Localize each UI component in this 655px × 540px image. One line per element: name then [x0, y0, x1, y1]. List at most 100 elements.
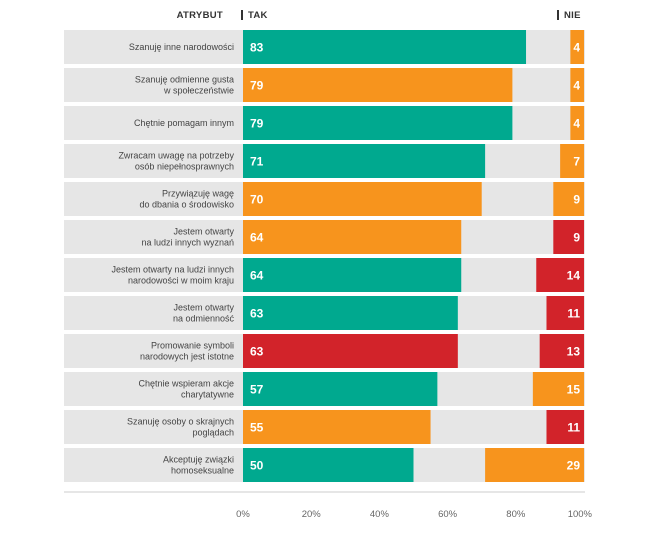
bar-yes-label: 71 [250, 155, 264, 169]
bar-no-label: 4 [573, 79, 580, 93]
category-label-line: Jestem otwarty [173, 303, 234, 313]
chart-header: ATRYBUT TAK NIE [177, 10, 581, 21]
bar-yes [243, 68, 513, 102]
bar-row: Chętnie pomagam innym 79 4 [64, 106, 585, 140]
category-label-line: osób niepełnosprawnych [135, 162, 234, 172]
x-tick-label: 80% [506, 509, 526, 520]
category-label-line: w społeczeństwie [163, 86, 234, 96]
bar-row: Promowanie symboli narodowych jest istotn… [64, 334, 585, 368]
bar-no [560, 144, 584, 178]
bar-no [553, 220, 584, 254]
category-label-line: na odmienność [173, 314, 235, 324]
bar-yes-label: 63 [250, 345, 264, 359]
category-label: Szanuję osoby o skrajnych poglądach [127, 417, 234, 438]
bar-yes-label: 63 [250, 307, 264, 321]
bar-row: Przywiązuję wagę do dbania o środowisko 70… [64, 182, 585, 216]
bar-yes-label: 83 [250, 41, 264, 55]
category-label: Szanuję inne narodowości [129, 42, 234, 52]
bar-no-label: 29 [567, 459, 581, 473]
category-label-line: Szanuję osoby o skrajnych [127, 417, 234, 427]
bar-yes [243, 410, 431, 444]
bar-row: Szanuję odmienne gusta w społeczeństwie 79… [64, 68, 585, 102]
x-tick-label: 20% [302, 509, 322, 520]
bar-yes-label: 79 [250, 117, 264, 131]
bar-no-label: 11 [567, 421, 580, 435]
bar-no-label: 9 [573, 193, 580, 207]
bar-yes [243, 106, 513, 140]
category-label-line: narodowości w moim kraju [128, 276, 234, 286]
category-label-line: Szanuję odmienne gusta [135, 75, 234, 85]
bar-no-label: 4 [573, 117, 580, 131]
header-yes-marker [241, 10, 243, 20]
bar-row: Zwracam uwagę na potrzeby osób niepełnosp… [64, 144, 585, 178]
bar-no [570, 30, 584, 64]
header-yes: TAK [248, 10, 268, 21]
bar-no [536, 258, 584, 292]
category-label-line: Jestem otwarty na ludzi innych [111, 265, 234, 275]
category-label-line: Chętnie pomagam innym [134, 118, 234, 128]
bar-no [570, 68, 584, 102]
bar-yes-label: 55 [250, 421, 264, 435]
category-label: Jestem otwarty na ludzi innych narodowośc… [111, 265, 234, 286]
x-tick-label: 60% [438, 509, 458, 520]
category-label-line: Chętnie wspieram akcje [138, 379, 234, 389]
category-label: Szanuję odmienne gusta w społeczeństwie [135, 75, 234, 96]
bar-row: Jestem otwarty na ludzi innych wyznań 64 9 [64, 220, 585, 254]
bar-row: Akceptuję związki homoseksualne 50 29 [64, 448, 585, 482]
bar-yes [243, 30, 527, 64]
x-tick-label: 100% [568, 509, 593, 520]
category-label: Promowanie symboli narodowych jest istotn… [140, 341, 234, 362]
category-label-line: Szanuję inne narodowości [129, 42, 234, 52]
bar-no [539, 334, 584, 368]
bar-yes-label: 79 [250, 79, 264, 93]
bar-yes [243, 448, 414, 482]
category-label: Przywiązuję wagę do dbania o środowisko [139, 189, 234, 210]
header-no-marker [557, 10, 559, 20]
bar-yes [243, 144, 486, 178]
category-label: Chętnie wspieram akcje charytatywne [138, 379, 234, 400]
bar-no [570, 106, 584, 140]
bar-no [546, 296, 584, 330]
x-tick-label: 0% [236, 509, 250, 520]
bar-no [546, 410, 584, 444]
bar-no-label: 13 [567, 345, 581, 359]
bar-row: Chętnie wspieram akcje charytatywne 57 15 [64, 372, 585, 406]
category-label: Jestem otwarty na odmienność [173, 303, 235, 324]
category-label-line: poglądach [192, 428, 234, 438]
bar-no [532, 372, 584, 406]
bar-no-label: 14 [567, 269, 581, 283]
category-label-line: Akceptuję związki [163, 455, 234, 465]
category-label: Jestem otwarty na ludzi innych wyznań [141, 227, 234, 248]
x-tick-label: 40% [370, 509, 390, 520]
x-axis: 0% 20% 40% 60% 80% 100% [64, 491, 593, 520]
bar-no [553, 182, 584, 216]
category-label-line: charytatywne [181, 390, 234, 400]
category-label-line: Jestem otwarty [173, 227, 234, 237]
bar-row: Jestem otwarty na ludzi innych narodowośc… [64, 258, 585, 292]
bar-yes [243, 296, 458, 330]
category-label: Akceptuję związki homoseksualne [163, 455, 234, 476]
bar-no-label: 11 [567, 307, 580, 321]
category-label-line: Zwracam uwagę na potrzeby [118, 151, 234, 161]
bar-row: Jestem otwarty na odmienność 63 11 [64, 296, 585, 330]
header-no: NIE [564, 10, 581, 21]
bar-no-label: 7 [573, 155, 580, 169]
bar-no-label: 9 [573, 231, 580, 245]
bar-yes-label: 50 [250, 459, 264, 473]
bar-yes-label: 70 [250, 193, 264, 207]
category-label-line: Przywiązuję wagę [162, 189, 234, 199]
category-label-line: na ludzi innych wyznań [141, 238, 234, 248]
bar-no-label: 4 [573, 41, 580, 55]
bar-yes [243, 182, 482, 216]
category-label-line: homoseksualne [171, 466, 234, 476]
category-label: Chętnie pomagam innym [134, 118, 234, 128]
category-label-line: Promowanie symboli [151, 341, 234, 351]
bar-row: Szanuję osoby o skrajnych poglądach 55 11 [64, 410, 585, 444]
bar-yes [243, 372, 438, 406]
bar-yes [243, 258, 462, 292]
header-attribute: ATRYBUT [177, 10, 223, 21]
bar-yes-label: 64 [250, 269, 264, 283]
bar-no-label: 15 [567, 383, 581, 397]
